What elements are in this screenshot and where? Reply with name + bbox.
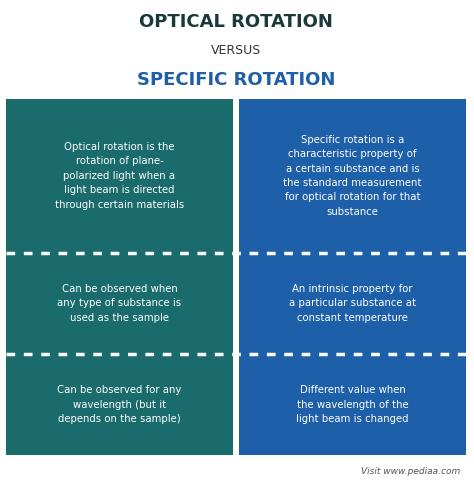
- Text: SPECIFIC ROTATION: SPECIFIC ROTATION: [137, 70, 335, 89]
- Text: Different value when
the wavelength of the
light beam is changed: Different value when the wavelength of t…: [296, 386, 409, 424]
- Bar: [239, 253, 466, 354]
- Text: OPTICAL ROTATION: OPTICAL ROTATION: [139, 13, 333, 31]
- Text: An intrinsic property for
a particular substance at
constant temperature: An intrinsic property for a particular s…: [289, 284, 416, 323]
- Text: Visit www.pediaa.com: Visit www.pediaa.com: [361, 467, 460, 476]
- Text: Can be observed for any
wavelength (but it
depends on the sample): Can be observed for any wavelength (but …: [57, 386, 182, 424]
- Bar: [239, 354, 466, 455]
- Bar: [6, 99, 233, 253]
- Text: Optical rotation is the
rotation of plane-
polarized light when a
light beam is : Optical rotation is the rotation of plan…: [55, 142, 184, 210]
- Text: Can be observed when
any type of substance is
used as the sample: Can be observed when any type of substan…: [57, 284, 182, 323]
- Text: VERSUS: VERSUS: [211, 44, 261, 57]
- Text: Specific rotation is a
characteristic property of
a certain substance and is
the: Specific rotation is a characteristic pr…: [283, 135, 422, 217]
- Bar: [6, 253, 233, 354]
- Bar: [239, 99, 466, 253]
- Bar: [6, 354, 233, 455]
